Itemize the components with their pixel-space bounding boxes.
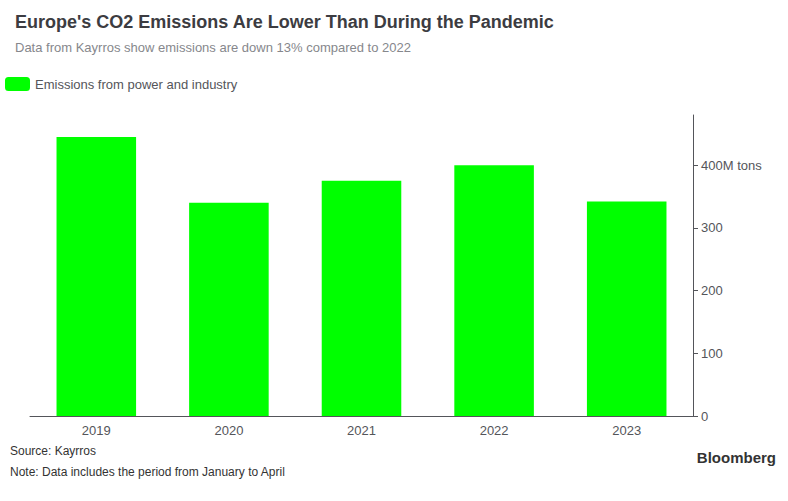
svg-text:100: 100 (701, 346, 723, 361)
svg-text:Bloomberg: Bloomberg (697, 449, 776, 466)
svg-text:Emissions from power and indus: Emissions from power and industry (35, 77, 238, 92)
svg-text:2020: 2020 (214, 423, 243, 438)
svg-text:200: 200 (701, 283, 723, 298)
svg-text:2022: 2022 (480, 423, 509, 438)
svg-text:2023: 2023 (612, 423, 641, 438)
svg-text:2021: 2021 (347, 423, 376, 438)
svg-text:Source: Kayrros: Source: Kayrros (10, 444, 96, 458)
svg-text:2019: 2019 (82, 423, 111, 438)
svg-text:Note: Data includes the period: Note: Data includes the period from Janu… (10, 465, 285, 479)
svg-text:0: 0 (701, 409, 708, 424)
svg-text:400M tons: 400M tons (701, 158, 762, 173)
svg-text:300: 300 (701, 220, 723, 235)
svg-text:Europe's CO2 Emissions Are Low: Europe's CO2 Emissions Are Lower Than Du… (15, 12, 554, 32)
svg-text:Data from Kayrros show emissio: Data from Kayrros show emissions are dow… (15, 40, 411, 55)
